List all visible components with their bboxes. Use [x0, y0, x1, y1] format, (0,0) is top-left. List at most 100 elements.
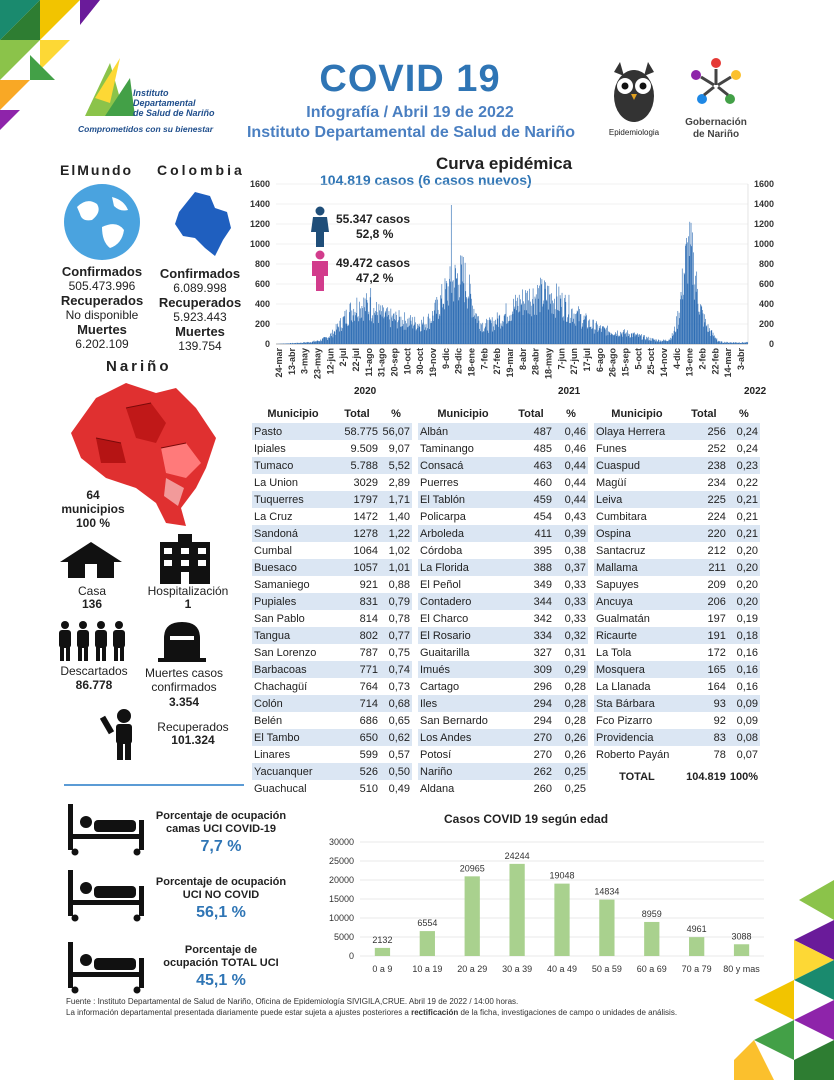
curve-bar	[552, 300, 553, 344]
curve-bar	[486, 320, 488, 344]
footer-note-part1: La información departamental presentada …	[66, 1008, 412, 1017]
curve-bar	[428, 329, 430, 344]
colombia-deaths-value: 139.754	[178, 339, 222, 353]
cell-municipio: Puerres	[420, 476, 459, 489]
curve-bar	[458, 300, 460, 344]
curve-bar	[728, 342, 730, 344]
cell-pct: 0,24	[736, 442, 758, 455]
curve-bar	[618, 336, 619, 344]
institute-logo: Instituto Departamental de Salud de Nari…	[78, 58, 228, 138]
x-tick-label: 23-may	[313, 348, 323, 379]
col-header-total: Total	[518, 407, 544, 420]
y-tick-label-left: 800	[255, 259, 270, 269]
x-tick-label: 40 a 49	[547, 964, 577, 974]
curve-bar	[681, 295, 682, 344]
curve-bar	[731, 342, 732, 344]
curve-bar	[686, 242, 688, 344]
curve-bar	[457, 284, 459, 344]
curve-bar	[291, 343, 292, 344]
curve-bar	[308, 342, 310, 344]
cell-municipio: Tangua	[252, 627, 334, 644]
bar-value-label: 19048	[549, 871, 574, 881]
curve-bar	[481, 324, 482, 344]
curve-bar	[457, 273, 458, 344]
table-row: Mallama 211 0,20	[594, 559, 760, 576]
curve-bar	[639, 334, 640, 344]
curve-bar	[539, 285, 540, 344]
cell-municipio: Providencia	[594, 729, 680, 746]
curve-bar	[725, 342, 727, 344]
cell-pct: 1,02	[388, 544, 410, 557]
curve-bar	[357, 317, 358, 344]
curve-bar	[425, 327, 426, 344]
curve-bar	[548, 285, 550, 344]
curve-bar	[550, 303, 552, 344]
curve-bar	[454, 287, 455, 344]
curve-bar	[586, 327, 588, 344]
curve-bar	[491, 323, 492, 344]
curve-bar	[671, 338, 672, 344]
curve-bar	[705, 326, 707, 344]
curve-bar	[364, 298, 366, 344]
curve-bar	[299, 343, 301, 344]
table-row: Ospina 220 0,21	[594, 525, 760, 542]
curve-bar	[522, 315, 524, 344]
table-row: El Tablón 459 0,44	[418, 491, 588, 508]
table-row: El Tambo 650 0,62	[252, 729, 412, 746]
curve-bar	[523, 303, 525, 344]
curve-bar	[742, 341, 743, 344]
cell-pct: 0,43	[564, 510, 586, 523]
table-row: Chachagüí 764 0,73	[252, 678, 412, 695]
cell-municipio: Sta Bárbara	[594, 695, 680, 712]
curve-bar	[661, 341, 662, 344]
curve-bar	[746, 342, 748, 344]
cell-pct: 0,09	[736, 714, 758, 727]
table-row: Pupiales 831 0,79	[252, 593, 412, 610]
curve-bar	[432, 315, 434, 344]
y-tick-label-left: 1600	[250, 179, 270, 189]
cell-total: 294	[533, 714, 552, 727]
curve-bar	[390, 308, 392, 344]
curve-bar	[401, 326, 402, 344]
curve-bar	[692, 284, 694, 344]
curve-bar	[460, 255, 462, 344]
curve-bar	[717, 341, 718, 344]
curve-bar	[553, 314, 555, 344]
curve-bar	[330, 333, 331, 344]
cell-municipio: Consacá	[418, 457, 508, 474]
curve-bar	[386, 316, 388, 344]
cell-total: 58.775	[334, 423, 380, 440]
curve-bar	[573, 318, 574, 344]
curve-bar	[715, 339, 717, 344]
curve-bar	[727, 342, 728, 344]
curve-bar	[346, 323, 348, 344]
muertes-label-line1: Muertes casos	[144, 666, 224, 680]
curve-bar	[534, 314, 535, 344]
curve-bar	[339, 320, 341, 344]
curve-bar	[655, 341, 657, 344]
x-tick-label: 19-nov	[428, 348, 438, 377]
municipio-table-panel: Municipio Total % Pasto 58.775 56,07 Ipiale…	[252, 404, 760, 795]
table-row: Sta Bárbara 93 0,09	[594, 695, 760, 712]
curve-bar	[669, 337, 671, 344]
curve-bar	[331, 335, 333, 344]
curve-bar	[737, 342, 738, 344]
cell-municipio: Albán	[418, 423, 508, 440]
occupancy-no-covid-label1: Porcentaje de ocupación	[155, 876, 287, 888]
curve-bar	[570, 317, 572, 344]
cell-pct: 9,07	[388, 442, 410, 455]
curve-bar	[459, 284, 461, 344]
municipio-table-col3: Municipio Total % Olaya Herrera 256 0,24 Fu…	[594, 404, 760, 791]
curve-bar	[602, 326, 604, 344]
female-cases: 49.472 casos	[336, 256, 411, 270]
curve-bar	[403, 324, 404, 344]
cell-total: 220	[679, 525, 728, 542]
curve-bar	[372, 323, 374, 344]
curve-bar	[505, 313, 506, 344]
curve-bar	[579, 309, 580, 344]
curve-bar	[394, 319, 395, 344]
curve-bar	[452, 280, 454, 344]
epidemiologia-logo: Epidemiologia	[602, 60, 666, 140]
curve-bar	[598, 326, 600, 344]
curve-bar	[551, 313, 553, 344]
